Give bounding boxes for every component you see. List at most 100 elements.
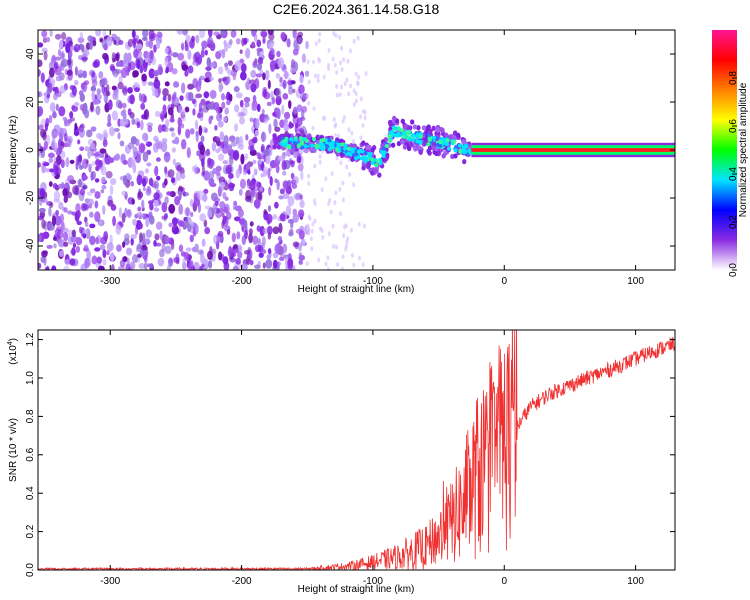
noise-cell — [40, 72, 45, 83]
noise-cell — [234, 60, 242, 72]
noise-cell — [205, 66, 212, 71]
noise-cell — [177, 117, 183, 127]
noise-cell — [171, 147, 177, 153]
noise-cell — [59, 72, 65, 81]
noise-cell — [281, 170, 287, 176]
noise-cell — [179, 95, 184, 101]
noise-cell — [228, 154, 234, 166]
noise-cell — [269, 160, 277, 169]
y-tick-label: 0.8 — [25, 409, 36, 423]
signal-halo-cell — [410, 119, 415, 125]
noise-cell — [65, 157, 70, 168]
signal-halo-cell — [412, 124, 418, 130]
noise-cell — [251, 30, 257, 37]
noise-cell — [90, 142, 96, 150]
noise-cell — [256, 63, 263, 71]
y-tick-label: 0 — [25, 147, 36, 153]
noise-cell — [95, 30, 102, 37]
noise-cell — [91, 90, 95, 102]
noise-cell — [40, 256, 46, 263]
fringe-cell — [329, 209, 333, 215]
noise-cell — [57, 145, 63, 155]
noise-cell — [177, 52, 185, 61]
noise-cell — [91, 255, 98, 265]
noise-cell — [69, 258, 76, 266]
noise-cell — [43, 140, 49, 150]
signal-core-cell — [374, 163, 379, 168]
noise-cell — [176, 164, 182, 172]
noise-cell — [221, 49, 226, 59]
snr-y-label: SNR (10 * v/v) — [8, 418, 19, 482]
noise-cell — [60, 52, 65, 59]
signal-halo-cell — [392, 115, 397, 121]
signal-core-cell — [292, 141, 297, 146]
snr-multiplier-exp: 4 — [7, 341, 14, 345]
noise-cell — [256, 152, 261, 157]
noise-cell — [278, 195, 284, 200]
noise-cell — [184, 206, 191, 217]
noise-cell — [197, 249, 204, 255]
signal-core-cell — [438, 140, 443, 145]
noise-cell — [244, 47, 251, 59]
noise-cell — [164, 81, 170, 87]
noise-cell — [129, 112, 135, 119]
fringe-cell — [356, 81, 360, 87]
signal-halo-cell — [453, 153, 458, 159]
noise-cell — [244, 101, 250, 108]
fringe-cell — [321, 234, 325, 240]
noise-cell — [55, 56, 62, 61]
signal-core-cell — [310, 143, 315, 148]
noise-cell — [287, 257, 294, 268]
noise-cell — [77, 36, 85, 44]
noise-cell — [164, 56, 169, 67]
signal-core-cell — [370, 161, 375, 166]
noise-cell — [136, 43, 143, 50]
noise-cell — [178, 244, 184, 253]
noise-cell — [46, 244, 53, 249]
noise-cell — [164, 178, 168, 186]
noise-cell — [88, 211, 94, 218]
noise-cell — [61, 227, 69, 233]
x-tick-label: -100 — [363, 276, 383, 287]
noise-cell — [271, 96, 276, 105]
noise-cell — [150, 32, 157, 38]
noise-cell — [184, 44, 189, 52]
noise-cell — [191, 98, 196, 105]
noise-cell — [293, 39, 298, 50]
noise-cell — [233, 104, 240, 113]
signal-halo-cell — [272, 135, 278, 141]
fringe-cell — [340, 84, 344, 90]
snr-multiplier-close: ) — [8, 338, 19, 341]
noise-cell — [100, 236, 108, 245]
fringe-cell — [352, 101, 356, 107]
noise-cell — [141, 30, 149, 38]
noise-cell — [122, 85, 128, 96]
noise-cell — [160, 141, 168, 153]
noise-cell — [153, 207, 160, 212]
noise-cell — [209, 170, 215, 179]
fringe-cell — [321, 115, 325, 121]
noise-cell — [274, 243, 281, 254]
noise-cell — [99, 148, 107, 155]
noise-cell — [189, 198, 194, 207]
noise-cell — [148, 39, 154, 49]
signal-halo-cell — [352, 143, 357, 149]
noise-cell — [220, 30, 226, 38]
noise-cell — [82, 70, 88, 79]
noise-cell — [199, 144, 206, 156]
fringe-cell — [352, 182, 356, 188]
signal-core-cell — [401, 134, 406, 139]
noise-cell — [206, 57, 212, 67]
noise-cell — [218, 78, 222, 83]
signal-core-cell — [427, 136, 432, 141]
fringe-cell — [335, 70, 339, 76]
noise-cell — [240, 263, 248, 270]
signal-halo-cell — [426, 148, 431, 154]
fringe-cell — [308, 216, 312, 222]
signal-core-cell — [346, 151, 351, 156]
noise-cell — [168, 257, 174, 267]
noise-cell — [219, 201, 226, 209]
noise-cell — [286, 38, 291, 48]
noise-cell — [198, 77, 202, 87]
noise-cell — [76, 220, 82, 226]
